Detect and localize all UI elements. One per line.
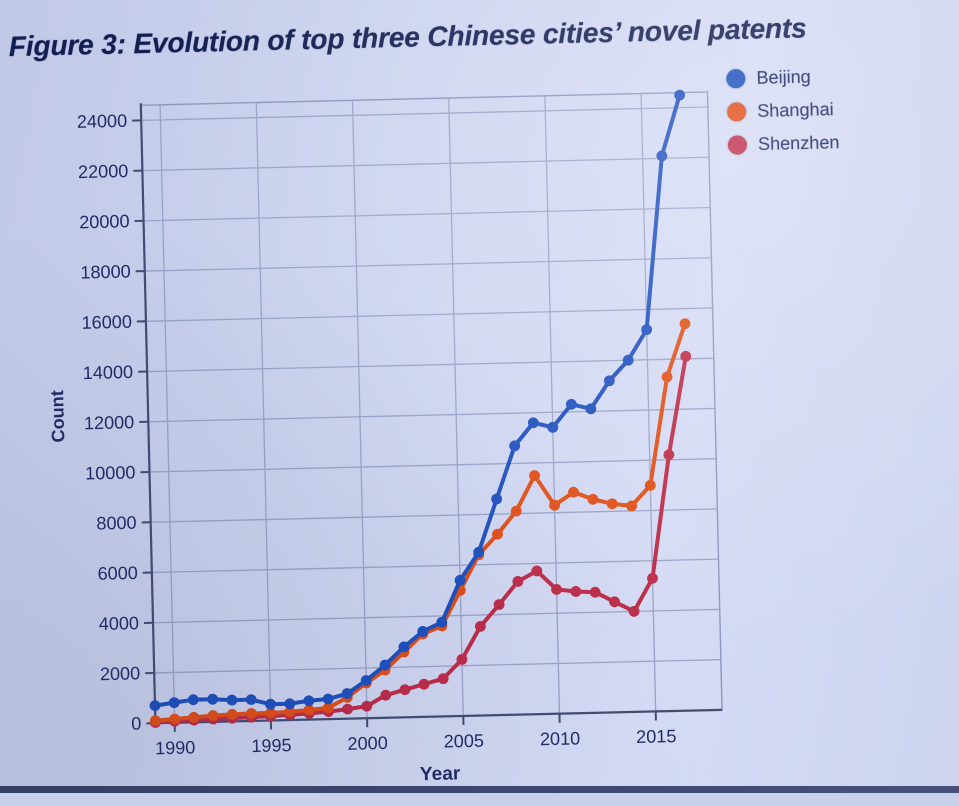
svg-text:22000: 22000: [78, 161, 129, 182]
legend-label-beijing: Beijing: [756, 66, 811, 88]
svg-text:1995: 1995: [251, 735, 292, 756]
svg-text:20000: 20000: [79, 211, 130, 232]
legend-label-shanghai: Shanghai: [757, 99, 834, 122]
svg-text:12000: 12000: [84, 412, 135, 433]
shenzhen-series-dot-icon: [728, 135, 748, 155]
svg-text:2010: 2010: [540, 728, 581, 749]
svg-text:2005: 2005: [444, 731, 485, 752]
svg-text:1990: 1990: [155, 737, 196, 758]
svg-text:8000: 8000: [96, 513, 137, 534]
svg-text:0: 0: [131, 714, 142, 734]
svg-text:18000: 18000: [80, 261, 131, 282]
series-beijing: [135, 90, 699, 713]
svg-text:2000: 2000: [100, 663, 141, 684]
svg-text:2015: 2015: [636, 726, 677, 747]
svg-text:14000: 14000: [83, 362, 134, 383]
screen-bezel: [0, 786, 959, 793]
y-axis-title: Count: [47, 390, 68, 443]
svg-text:16000: 16000: [81, 312, 132, 333]
legend-item-shenzhen: Shenzhen: [728, 132, 840, 156]
svg-text:10000: 10000: [85, 462, 136, 483]
svg-text:6000: 6000: [97, 563, 138, 584]
legend-label-shenzhen: Shenzhen: [758, 132, 840, 155]
legend-item-beijing: Beijing: [726, 66, 838, 90]
x-axis-title: Year: [420, 763, 461, 785]
svg-text:24000: 24000: [77, 111, 128, 132]
legend: Beijing Shanghai Shenzhen: [726, 66, 840, 156]
beijing-series-dot-icon: [726, 69, 746, 89]
shanghai-series-dot-icon: [727, 102, 747, 122]
svg-text:2000: 2000: [347, 733, 388, 754]
legend-item-shanghai: Shanghai: [727, 99, 839, 123]
series-shanghai: [141, 318, 700, 726]
svg-text:4000: 4000: [99, 613, 140, 634]
